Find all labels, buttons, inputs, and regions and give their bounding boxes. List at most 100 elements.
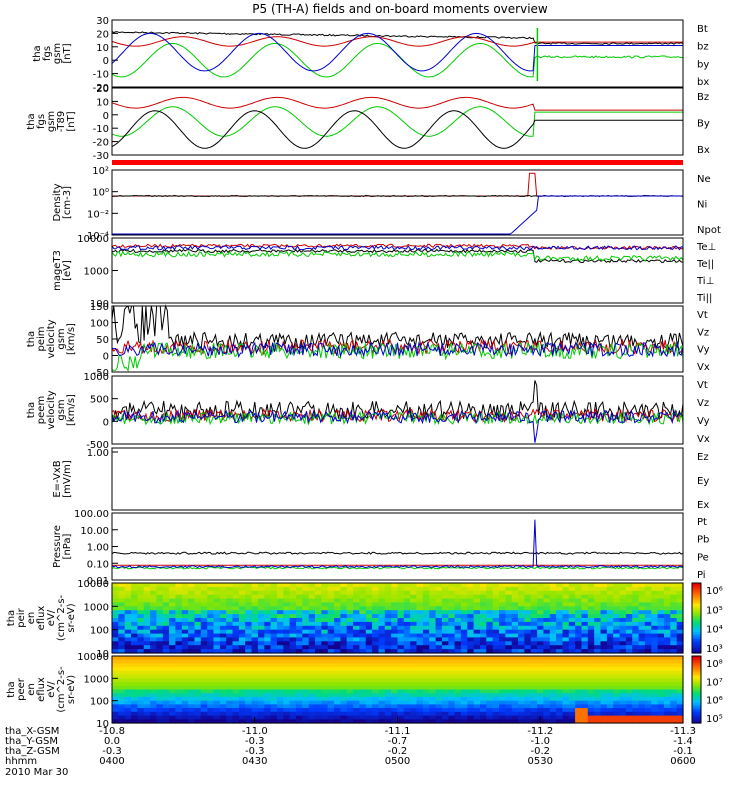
- heat-cell: [403, 678, 411, 683]
- heat-cell: [518, 656, 525, 661]
- heat-cell: [321, 711, 329, 717]
- heat-cell: [346, 711, 354, 717]
- heat-cell: [169, 641, 176, 646]
- heat-cell: [606, 598, 614, 604]
- heat-cell: [676, 645, 684, 650]
- heat-cell: [549, 598, 557, 604]
- heat-cell: [391, 637, 399, 642]
- heat-cell: [486, 700, 494, 705]
- heat-cell: [137, 621, 145, 627]
- heat-cell: [556, 667, 563, 672]
- heat-cell: [664, 663, 671, 668]
- heat-cell: [664, 670, 671, 676]
- heat-cell: [118, 704, 126, 709]
- heat-cell: [549, 621, 557, 627]
- heat-cell: [327, 645, 335, 650]
- legend-bz: bz: [697, 42, 709, 53]
- heat-cell: [112, 590, 119, 596]
- heat-cell: [410, 715, 418, 720]
- heat-cell: [625, 618, 633, 623]
- heat-cell: [353, 693, 360, 698]
- heat-cell: [397, 586, 405, 592]
- heat-cell: [499, 678, 506, 683]
- heat-cell: [670, 621, 678, 627]
- heat-cell: [511, 598, 519, 604]
- heat-cell: [327, 700, 335, 705]
- heat-cell: [321, 659, 329, 664]
- heat-cell: [613, 594, 621, 600]
- heat-cell: [346, 696, 354, 702]
- heat-cell: [365, 711, 373, 717]
- heat-cell: [384, 682, 392, 687]
- heat-cell: [188, 583, 195, 588]
- heat-cell: [537, 670, 544, 676]
- heat-cell: [670, 602, 678, 607]
- heat-cell: [207, 708, 215, 713]
- heat-cell: [657, 696, 665, 702]
- heat-cell: [359, 674, 367, 679]
- heat-cell: [169, 663, 176, 668]
- heat-cell: [448, 667, 456, 672]
- heat-cell: [606, 602, 614, 607]
- panel-frame: [111, 582, 684, 654]
- heat-cell: [619, 674, 627, 679]
- heat-cell: [524, 586, 532, 592]
- heat-cell: [277, 629, 284, 635]
- heat-cell: [219, 602, 227, 607]
- heat-cell: [112, 606, 119, 611]
- heat-cell: [131, 645, 138, 650]
- heat-cell: [200, 711, 208, 717]
- heat-cell: [359, 719, 367, 724]
- heat-cell: [315, 590, 322, 596]
- heat-cell: [289, 641, 297, 646]
- heat-cell: [245, 715, 253, 720]
- heat-cell: [232, 618, 240, 623]
- heat-cell: [156, 645, 164, 650]
- heat-cell: [226, 649, 234, 654]
- heat-cell: [207, 685, 215, 691]
- heat-cell: [543, 663, 551, 668]
- heat-cell: [473, 583, 481, 588]
- heat-cell: [613, 637, 621, 642]
- heat-cell: [232, 614, 240, 619]
- heat-cell: [353, 649, 360, 654]
- heat-cell: [619, 719, 627, 724]
- heat-cell: [391, 594, 399, 600]
- heat-cell: [632, 594, 640, 600]
- heat-cell: [499, 614, 506, 619]
- heat-cell: [340, 656, 348, 661]
- heat-cell: [283, 621, 291, 627]
- heat-cell: [346, 602, 354, 607]
- heat-cell: [340, 629, 348, 635]
- heat-cell: [327, 641, 335, 646]
- heat-cell: [581, 719, 589, 724]
- heat-cell: [600, 610, 608, 615]
- heat-cell: [245, 719, 253, 724]
- legend-Ti||: Ti||: [696, 293, 712, 304]
- heat-cell: [200, 674, 208, 679]
- heat-cell: [416, 633, 424, 639]
- heat-cell: [549, 586, 557, 592]
- heat-cell: [568, 637, 576, 642]
- heat-cell: [625, 685, 633, 691]
- heat-cell: [207, 715, 215, 720]
- heat-cell: [232, 606, 240, 611]
- heat-cell: [549, 618, 557, 623]
- heat-cell: [518, 685, 525, 691]
- heat-cell: [549, 610, 557, 615]
- heat-cell: [467, 637, 475, 642]
- heat-cell: [492, 629, 500, 635]
- series-line-Bx: [111, 110, 683, 149]
- heat-cell: [175, 602, 183, 607]
- heat-cell: [372, 606, 379, 611]
- x-tick-value: -11.2: [527, 726, 553, 737]
- heat-cell: [264, 649, 272, 654]
- heat-cell: [518, 602, 525, 607]
- heat-cell: [613, 659, 621, 664]
- heat-cell: [112, 711, 119, 717]
- heat-cell: [606, 667, 614, 672]
- heat-cell: [378, 689, 386, 694]
- heat-cell: [632, 606, 640, 611]
- heat-cell: [340, 590, 348, 596]
- x-row-label: 2010 Mar 30: [5, 767, 68, 778]
